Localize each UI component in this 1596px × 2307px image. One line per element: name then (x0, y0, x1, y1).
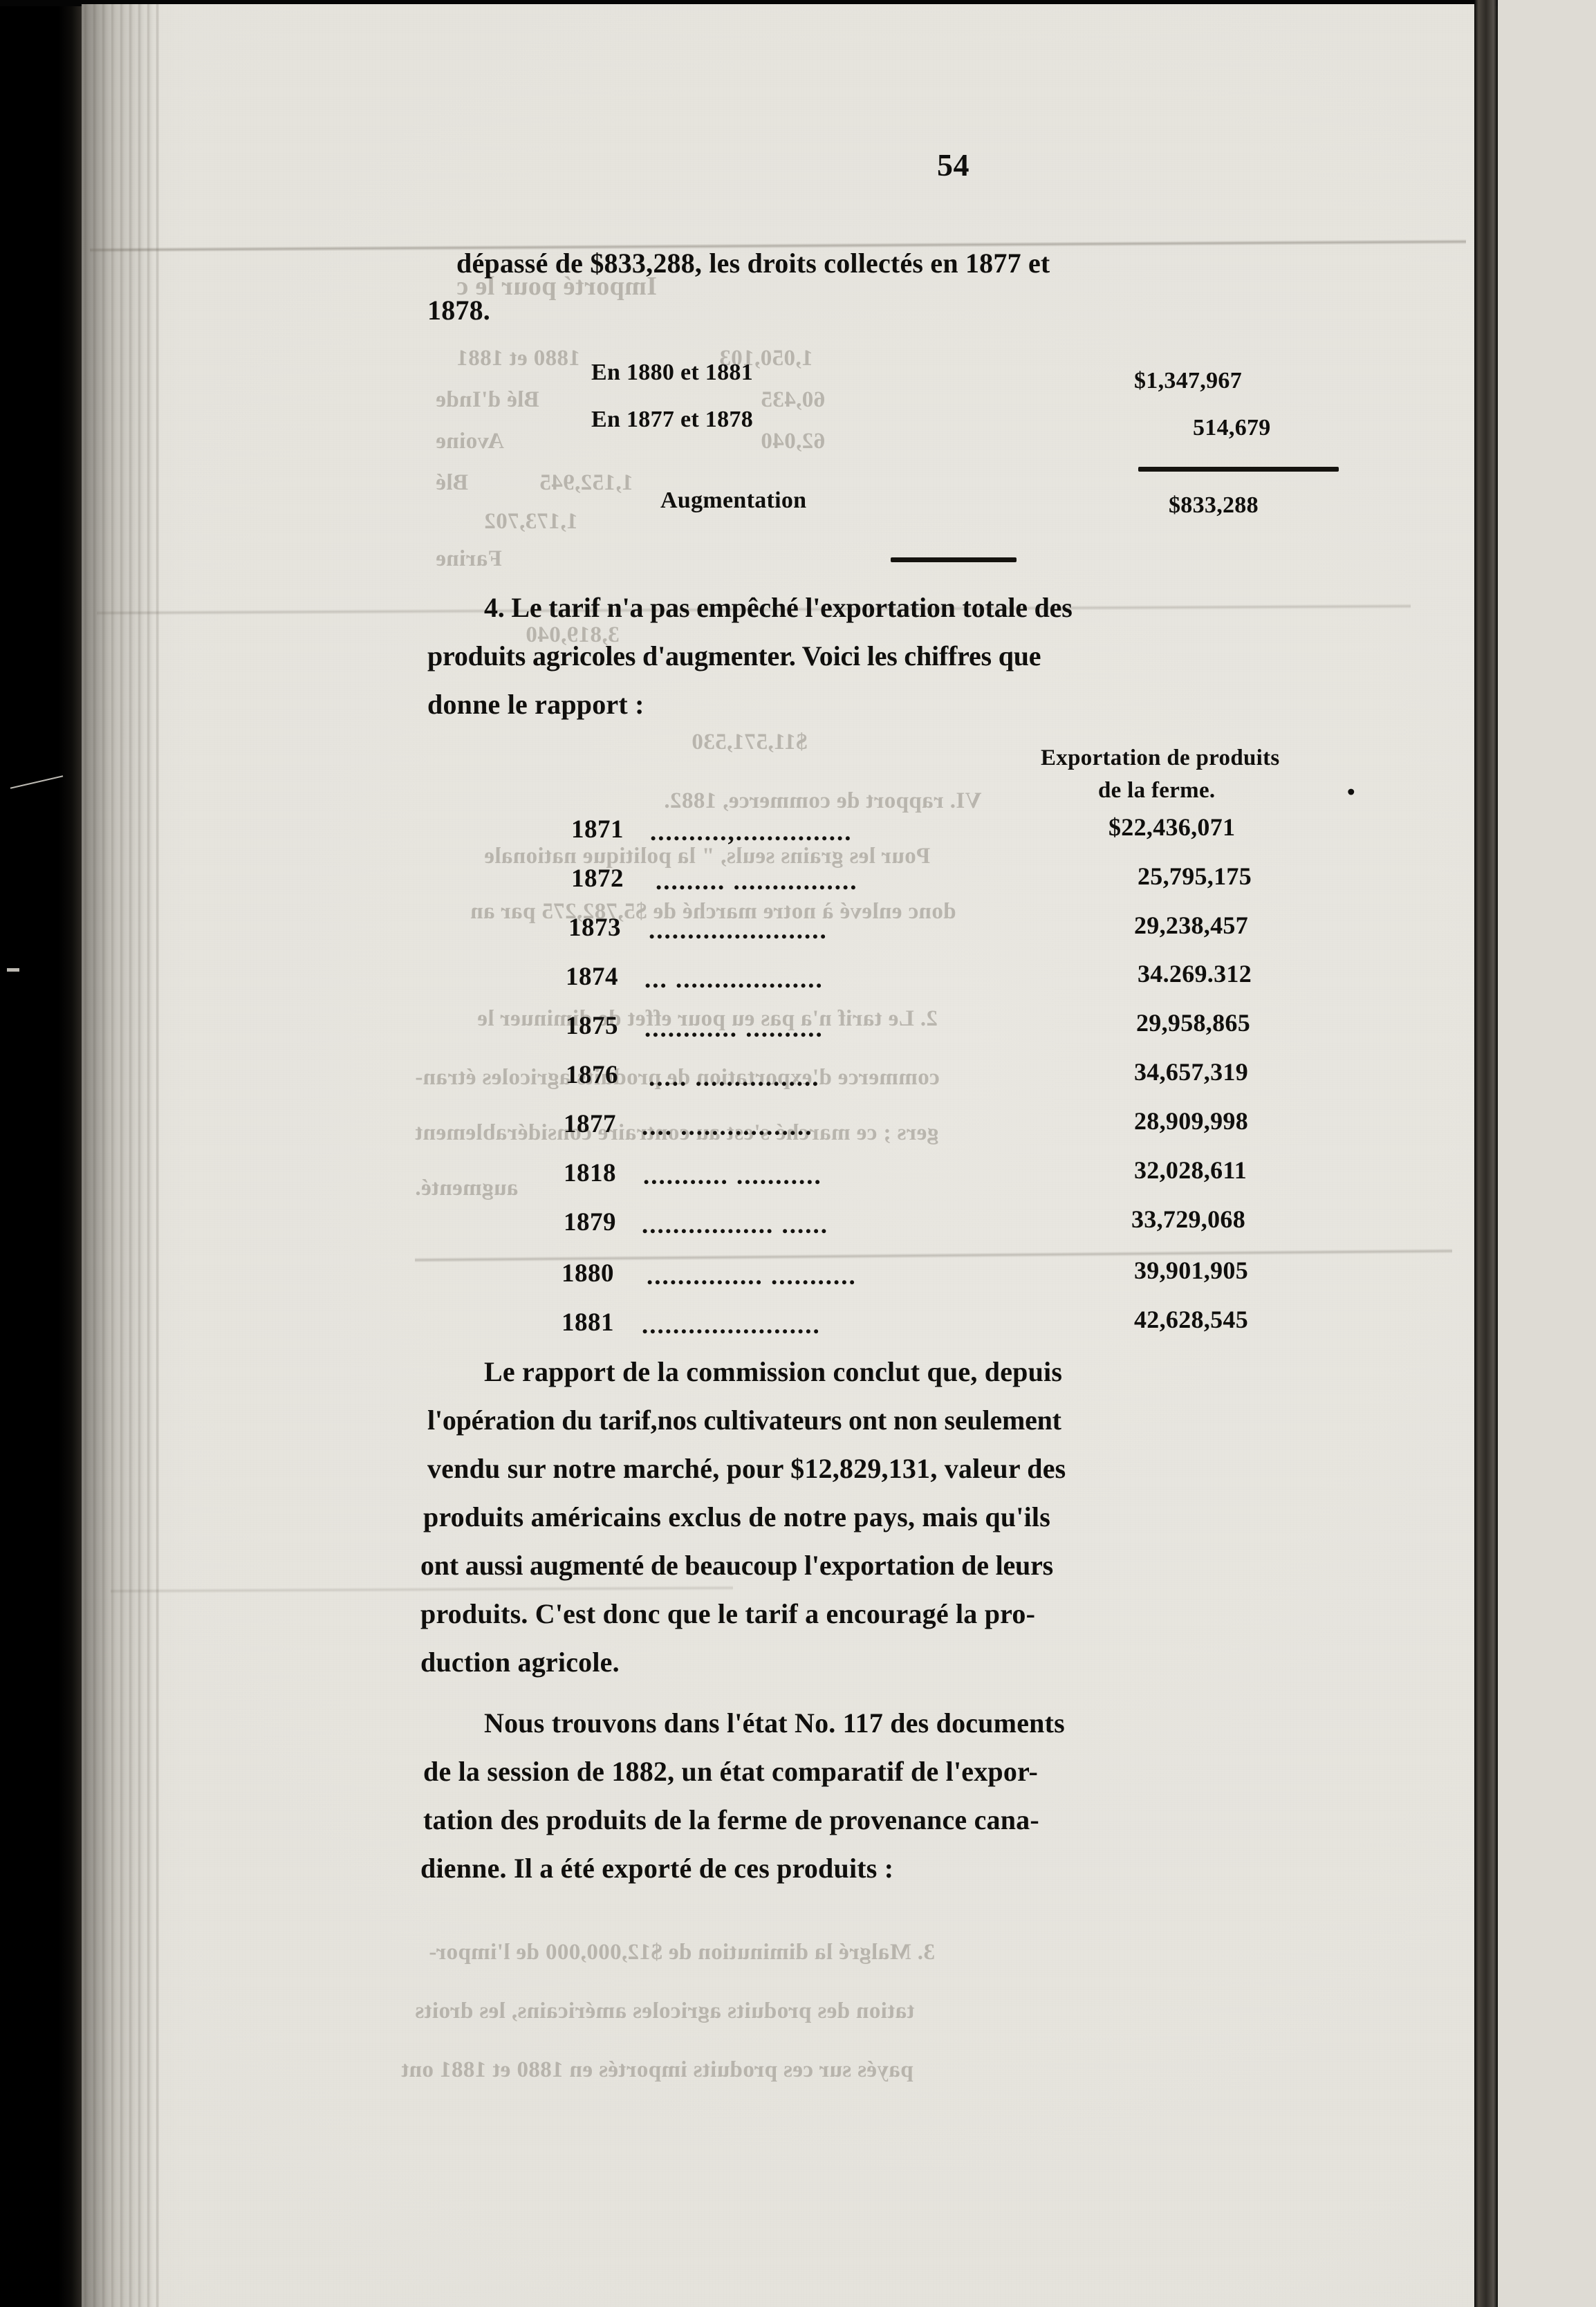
paragraph-line: l'opération du tarif,nos cultivateurs on… (427, 1405, 1061, 1436)
paragraph-line: produits. C'est donc que le tarif a enco… (420, 1598, 1036, 1629)
binding-shadow (82, 4, 185, 2307)
export-row-year: 1872 (571, 864, 624, 893)
duties-row-label: En 1880 et 1881 (591, 360, 753, 385)
duties-subtotal-rule (1138, 467, 1339, 472)
paragraph-line: donne le rapport : (427, 689, 644, 720)
export-row-value: $22,436,071 (1108, 813, 1236, 841)
dot-leader: ....................... (649, 916, 828, 945)
export-column-header-line2: de la ferme. (1098, 778, 1216, 803)
dot-leader: ................. ...... (642, 1211, 828, 1239)
duties-row-amount: $1,347,967 (1134, 368, 1242, 393)
page-number: 54 (937, 147, 969, 183)
export-row-value: 25,795,175 (1138, 862, 1252, 890)
export-row-value: 28,909,998 (1134, 1107, 1248, 1135)
dot-leader: ... ................... (644, 965, 824, 994)
export-row-year: 1874 (566, 963, 618, 991)
header-trailing-dot: • (1347, 780, 1355, 805)
export-row-value: 42,628,545 (1134, 1306, 1248, 1333)
paragraph-line: produits américains exclus de notre pays… (423, 1501, 1050, 1532)
export-row-year: 1881 (562, 1308, 614, 1337)
export-row-value: 29,238,457 (1134, 911, 1248, 939)
export-row-value: 34.269.312 (1138, 960, 1252, 988)
paragraph-line: produits agricoles d'augmenter. Voici le… (427, 640, 1041, 671)
dot-leader: ............... ........... (647, 1262, 857, 1290)
paper-leaf (82, 4, 1474, 2307)
export-row-value: 33,729,068 (1131, 1205, 1245, 1233)
export-row-year: 1871 (571, 815, 624, 844)
duties-row-amount: 514,679 (1193, 415, 1271, 441)
dot-leader: ..........,............... (650, 818, 853, 846)
export-row-year: 1879 (564, 1208, 616, 1236)
export-row-year: 1873 (568, 914, 621, 942)
paragraph-line: vendu sur notre marché, pour $12,829,131… (427, 1453, 1066, 1484)
binding-gutter (1474, 0, 1498, 2307)
duties-row-label: En 1877 et 1878 (591, 407, 753, 432)
dot-leader: ........... ........... (643, 1162, 822, 1190)
export-row-year: 1818 (564, 1159, 616, 1187)
facing-page-margin (1498, 0, 1596, 2307)
duties-total-label: Augmentation (660, 488, 807, 513)
dot-leader: .... ................. (642, 1113, 813, 1141)
export-row-year: 1876 (566, 1061, 618, 1089)
export-column-header-line1: Exportation de produits (1041, 745, 1280, 770)
export-row-value: 39,901,905 (1134, 1257, 1248, 1284)
duties-total-amount: $833,288 (1169, 492, 1259, 518)
paragraph-line: dépassé de $833,288, les droits collecté… (456, 248, 1050, 279)
scanner-bed-left (0, 0, 82, 2307)
export-row-year: 1880 (562, 1259, 614, 1288)
paragraph-line: duction agricole. (420, 1647, 620, 1678)
export-row-value: 34,657,319 (1134, 1058, 1248, 1086)
scanner-bed-top (0, 0, 1596, 6)
export-row-year: 1877 (564, 1110, 616, 1138)
duties-total-rule (891, 557, 1017, 562)
dot-leader: ............ .......... (644, 1014, 824, 1043)
paper-grain (82, 4, 1474, 2307)
dot-leader: ......... ................ (656, 867, 858, 896)
paragraph-line: 4. Le tarif n'a pas empêché l'exportatio… (484, 592, 1073, 623)
dot-leader: ..... ................ (649, 1064, 820, 1092)
export-row-year: 1875 (566, 1012, 618, 1040)
paragraph-line: tation des produits de la ferme de prove… (423, 1804, 1039, 1835)
paragraph-line: ont aussi augmenté de beaucoup l'exporta… (420, 1550, 1054, 1581)
dot-leader: ....................... (642, 1311, 821, 1340)
paragraph-line: dienne. Il a été exporté de ces produits… (420, 1853, 894, 1884)
export-row-value: 29,958,865 (1136, 1009, 1250, 1037)
export-row-value: 32,028,611 (1134, 1156, 1247, 1184)
paragraph-line: Le rapport de la commission conclut que,… (484, 1356, 1063, 1387)
paragraph-line: Nous trouvons dans l'état No. 117 des do… (484, 1707, 1065, 1739)
paragraph-line: de la session de 1882, un état comparati… (423, 1756, 1039, 1787)
paragraph-line: 1878. (427, 295, 490, 326)
